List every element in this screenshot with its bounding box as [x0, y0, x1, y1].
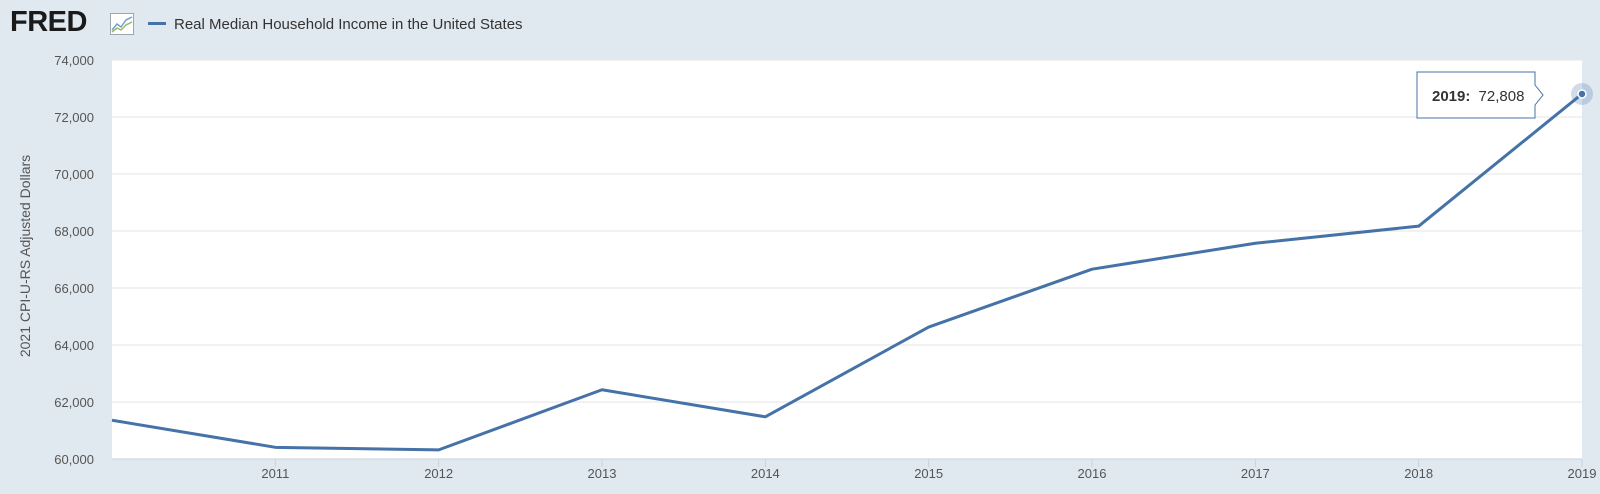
y-axis-label: 2021 CPI-U-RS Adjusted Dollars	[17, 155, 33, 357]
gridlines	[112, 59, 1582, 460]
y-tick-label: 62,000	[54, 395, 94, 410]
y-tick-label: 74,000	[54, 53, 94, 68]
y-tick-label: 68,000	[54, 224, 94, 239]
y-axis-ticks: 60,000 62,000 64,000 66,000 68,000 70,000 72,0…	[54, 53, 94, 467]
data-point[interactable]	[1416, 223, 1422, 229]
x-tick-label: 2013	[588, 466, 617, 481]
x-tick-label: 2017	[1241, 466, 1270, 481]
data-point[interactable]	[109, 417, 115, 423]
data-point[interactable]	[599, 387, 605, 393]
legend-label[interactable]: Real Median Household Income in the Unit…	[174, 16, 523, 33]
data-point[interactable]	[1089, 266, 1095, 272]
y-tick-label: 64,000	[54, 338, 94, 353]
y-tick-label: 60,000	[54, 452, 94, 467]
chart-line-icon	[110, 13, 134, 35]
x-tick-label: 2019	[1568, 466, 1597, 481]
data-points	[109, 82, 1593, 453]
data-point[interactable]	[436, 447, 442, 453]
tooltip-label: 2019:	[1432, 88, 1470, 105]
fred-logo[interactable]: FRED	[10, 6, 87, 38]
svg-text:2019: 72,808: 2019: 72,808	[1432, 88, 1524, 105]
x-tick-label: 2011	[261, 466, 289, 481]
x-tick-label: 2018	[1404, 466, 1433, 481]
x-axis-ticks: 2011 2012 2013 2014 2015 2016 2017 2018 2019	[261, 459, 1596, 481]
legend-swatch	[148, 22, 166, 25]
x-tick-label: 2012	[424, 466, 453, 481]
plot-background	[112, 60, 1582, 459]
hover-marker[interactable]	[1577, 89, 1587, 99]
header-bar: FRED Real Median Household Income in the…	[0, 0, 1600, 52]
tooltip-value: 72,808	[1479, 88, 1525, 105]
series-line	[111, 92, 1583, 452]
y-tick-label: 70,000	[54, 167, 94, 182]
x-tick-label: 2015	[914, 466, 943, 481]
data-point[interactable]	[272, 444, 278, 450]
data-point[interactable]	[1252, 240, 1258, 246]
x-tick-label: 2016	[1078, 466, 1107, 481]
data-point[interactable]	[926, 324, 932, 330]
y-tick-label: 72,000	[54, 110, 94, 125]
tooltip: 2019: 72,808	[1416, 71, 1544, 119]
x-tick-label: 2014	[751, 466, 780, 481]
y-tick-label: 66,000	[54, 281, 94, 296]
data-point[interactable]	[762, 414, 768, 420]
